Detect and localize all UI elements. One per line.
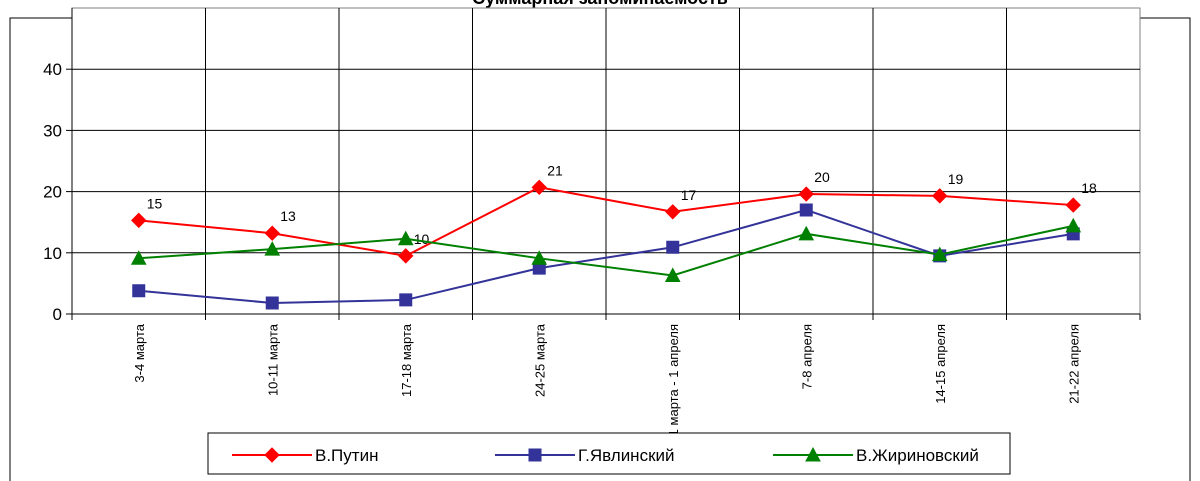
series-line: [138, 186, 1074, 257]
data-point: [531, 179, 547, 196]
data-label: 10: [414, 231, 430, 247]
data-point: [264, 241, 281, 256]
data-point: [798, 186, 814, 202]
data-point: [398, 248, 414, 264]
data-label: 17: [681, 187, 697, 203]
data-label: 19: [948, 171, 964, 187]
x-tick-label: 7-8 апреля: [799, 324, 814, 389]
series-line: [138, 208, 1074, 304]
data-point: [666, 240, 680, 254]
data-point: [799, 203, 813, 217]
legend-label: В.Путин: [315, 446, 378, 465]
x-tick-label: 3-4 марта: [132, 323, 147, 382]
data-point: [130, 250, 147, 265]
legend: В.Путин Г.Явлинский В.Жириновский: [207, 432, 1011, 475]
data-point: [397, 230, 414, 246]
data-point: [399, 293, 413, 307]
y-tick-label: 10: [43, 244, 62, 263]
y-tick-label: 40: [43, 60, 62, 79]
legend-label: Г.Явлинский: [578, 446, 675, 465]
data-label: 13: [280, 208, 296, 224]
data-label: 20: [814, 169, 830, 185]
series-line: [138, 224, 1074, 277]
legend-label: В.Жириновский: [856, 446, 979, 465]
data-label: 15: [147, 195, 163, 211]
data-label: 18: [1081, 180, 1097, 196]
data-point: [798, 225, 815, 241]
y-tick-label: 30: [43, 121, 62, 140]
data-point: [264, 225, 280, 241]
legend-marker: [264, 447, 280, 463]
legend-marker: [528, 448, 542, 462]
chart-title: Суммарная запоминаемость: [472, 0, 728, 8]
data-point: [932, 188, 948, 204]
data-point: [665, 204, 681, 220]
y-tick-label: 0: [53, 305, 62, 324]
x-tick-label: 24-25 марта: [532, 323, 547, 397]
data-point: [132, 284, 146, 298]
data-point: [265, 296, 279, 310]
data-point: [1065, 197, 1081, 213]
data-label: 21: [547, 162, 563, 178]
data-point: [931, 246, 948, 262]
x-tick-label: 14-15 апреля: [933, 324, 948, 404]
legend-box: [207, 432, 1011, 475]
x-tick-label: 10-11 марта: [265, 323, 280, 396]
data-point: [1065, 217, 1082, 233]
x-tick-label: 31 марта - 1 апреля: [666, 324, 681, 444]
data-point: [664, 267, 681, 282]
data-point: [531, 250, 548, 265]
legend-marker: [805, 446, 821, 462]
x-tick-label: 21-22 апреля: [1066, 324, 1081, 404]
x-tick-label: 17-18 марта: [399, 323, 414, 397]
y-tick-label: 20: [43, 183, 62, 202]
data-point: [131, 212, 147, 229]
